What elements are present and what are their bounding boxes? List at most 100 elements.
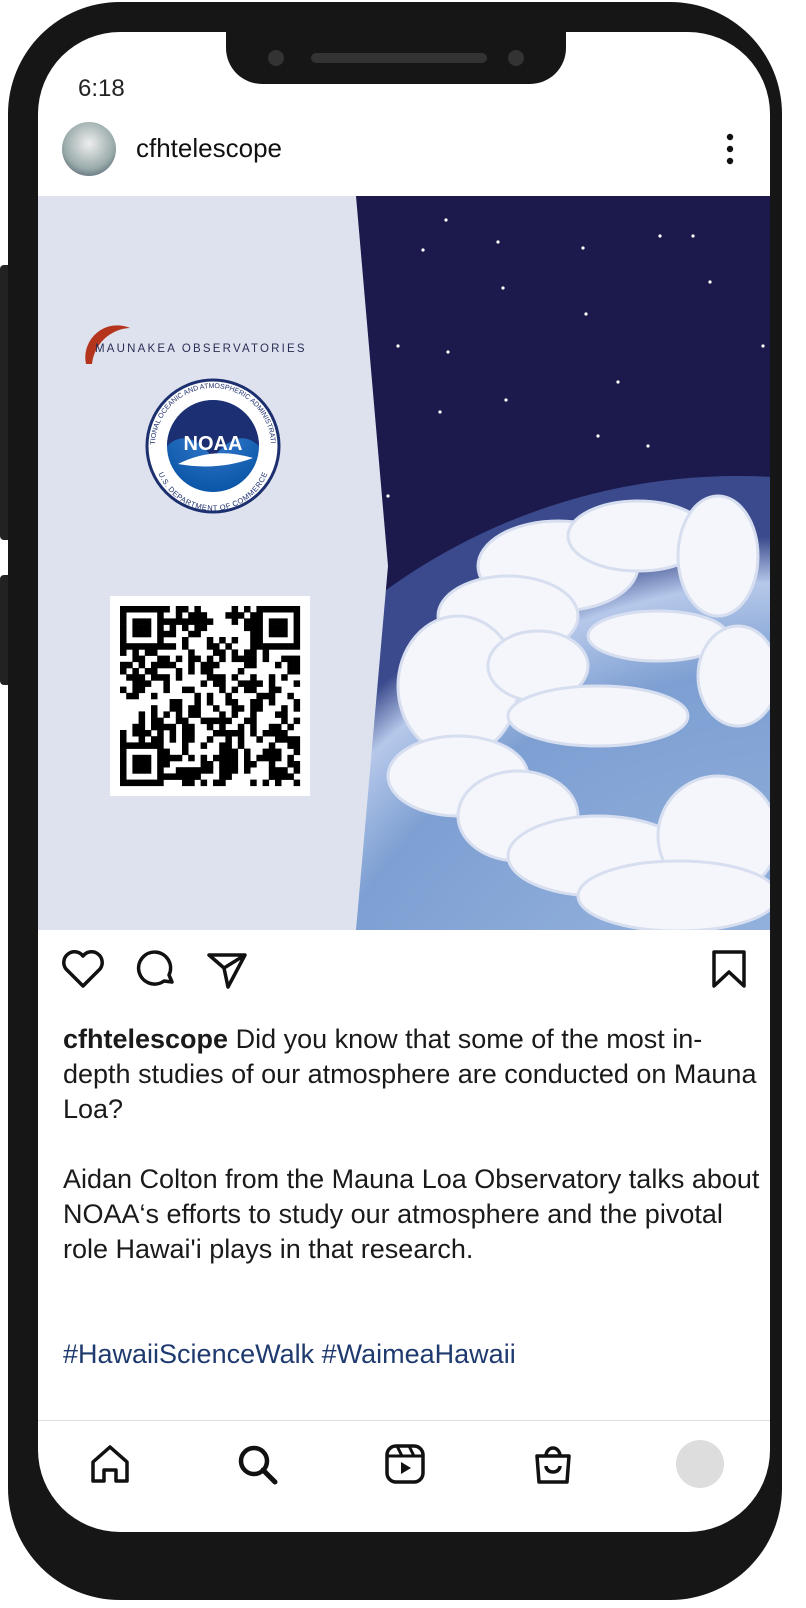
more-button[interactable] <box>720 132 740 166</box>
qr-shape <box>237 730 245 737</box>
qr-shape <box>120 773 127 780</box>
star-shape <box>658 234 662 238</box>
nav-reels[interactable] <box>383 1442 427 1486</box>
comment-button[interactable] <box>134 946 180 992</box>
qr-shape <box>268 680 276 687</box>
qr-shape <box>169 705 177 712</box>
qr-shape <box>231 699 239 706</box>
qr-shape <box>293 699 301 706</box>
qr-shape <box>157 748 164 756</box>
like-button[interactable] <box>60 946 106 992</box>
qr-shape <box>126 606 133 613</box>
qr-shape <box>182 624 189 632</box>
qr-shape <box>157 717 164 725</box>
qr-shape <box>250 779 257 787</box>
qr-shape <box>200 661 208 669</box>
qr-shape <box>237 742 245 749</box>
qr-shape <box>132 674 139 681</box>
qr-shape <box>163 761 170 768</box>
qr-shape <box>188 767 195 774</box>
qr-shape <box>275 643 282 650</box>
qr-shape <box>182 730 189 737</box>
qr-shape <box>138 711 146 718</box>
qr-shape <box>157 779 164 787</box>
qr-shape <box>293 736 301 743</box>
nav-home[interactable] <box>88 1442 132 1486</box>
qr-shape <box>268 742 276 749</box>
qr-shape <box>231 655 239 663</box>
qr-shape <box>275 736 282 743</box>
qr-shape <box>163 723 170 731</box>
qr-shape <box>132 692 139 700</box>
qr-shape <box>169 773 177 780</box>
qr-shape <box>188 668 195 675</box>
qr-shape <box>250 624 257 632</box>
qr-shape <box>293 717 301 725</box>
qr-shape <box>132 630 139 638</box>
qr-shape <box>188 754 195 762</box>
nav-search[interactable] <box>235 1442 279 1486</box>
qr-shape <box>120 686 127 694</box>
caption-username[interactable]: cfhtelescope <box>63 1024 229 1054</box>
qr-shape <box>268 761 276 768</box>
qr-shape <box>219 742 226 749</box>
hashtag[interactable]: #HawaiiScienceWalk <box>63 1339 315 1369</box>
qr-shape <box>250 674 257 681</box>
qr-shape <box>219 767 226 774</box>
qr-shape <box>120 606 127 613</box>
qr-shape <box>225 773 232 780</box>
qr-shape <box>175 674 183 681</box>
qr-shape <box>188 711 195 718</box>
qr-shape <box>200 624 208 632</box>
qr-shape <box>262 754 270 762</box>
qr-shape <box>144 730 152 737</box>
qr-shape <box>157 730 164 737</box>
qr-shape <box>225 742 232 749</box>
qr-shape <box>293 661 301 669</box>
nav-shop[interactable] <box>531 1442 575 1486</box>
qr-shape <box>287 723 294 731</box>
star-shape <box>646 444 650 448</box>
status-time: 6:18 <box>78 75 125 102</box>
qr-shape <box>157 630 164 638</box>
qr-shape <box>120 618 127 625</box>
qr-shape <box>151 674 158 681</box>
nav-profile[interactable] <box>676 1440 724 1488</box>
qr-shape <box>132 767 139 774</box>
qr-shape <box>293 612 301 619</box>
qr-shape <box>206 736 214 743</box>
save-button[interactable] <box>706 946 752 992</box>
qr-shape <box>175 754 183 762</box>
qr-shape <box>231 637 239 644</box>
qr-shape <box>182 767 189 774</box>
username[interactable]: cfhtelescope <box>136 133 282 163</box>
star-shape <box>421 248 425 252</box>
qr-shape <box>219 655 226 663</box>
qr-shape <box>206 674 214 681</box>
qr-shape <box>250 717 257 725</box>
qr-shape <box>200 767 208 774</box>
qr-shape <box>206 643 214 650</box>
qr-shape <box>163 773 170 780</box>
qr-shape <box>293 748 301 756</box>
hashtag[interactable]: #WaimeaHawaii <box>321 1339 516 1369</box>
qr-shape <box>219 730 226 737</box>
qr-shape <box>287 736 294 743</box>
qr-shape <box>206 761 214 768</box>
qr-shape <box>126 742 133 749</box>
qr-shape <box>120 649 127 656</box>
avatar[interactable] <box>62 122 116 176</box>
qr-shape <box>213 754 220 762</box>
share-button[interactable] <box>204 946 250 992</box>
qr-shape <box>213 779 220 787</box>
qr-shape <box>287 754 294 762</box>
qr-shape <box>175 773 183 780</box>
qr-shape <box>293 742 301 749</box>
qr-shape <box>157 742 164 749</box>
qr-shape <box>237 736 245 743</box>
qr-shape <box>194 618 201 625</box>
side-button <box>0 575 10 685</box>
qr-shape <box>219 674 226 681</box>
qr-shape <box>256 624 263 632</box>
qr-shape <box>275 618 282 625</box>
